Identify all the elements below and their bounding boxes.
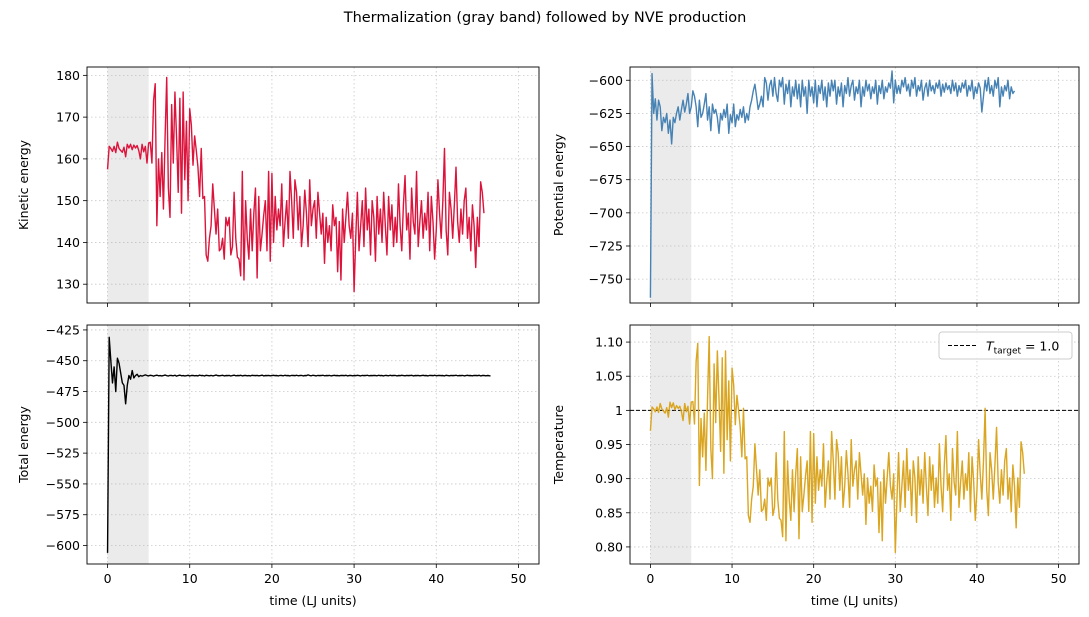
y-tick-label: −500: [46, 415, 80, 430]
x-axis-label: time (LJ units): [811, 593, 898, 608]
te-series-line: [106, 336, 491, 553]
kinetic-energy-panel: 130 140 150 160 170 180 Kinetic energy: [16, 66, 540, 307]
x-tick-label: 40: [969, 571, 985, 586]
y-tick-label: 1.10: [595, 335, 623, 350]
ke-series-line: [106, 76, 485, 293]
y-tick-label: 180: [56, 68, 80, 83]
y-tick-label: 0.80: [595, 539, 623, 554]
y-tick-label: −600: [46, 538, 80, 553]
thermalization-band: [107, 325, 149, 564]
x-tick-label: 20: [806, 571, 822, 586]
temperature-panel: 0 10 20 30 40 50 0.80 0.85 0.90 0.95 1 1.05 1.10 time…: [551, 324, 1080, 608]
y-tick-label: 130: [56, 277, 80, 292]
y-axis-label: Kinetic energy: [16, 139, 31, 230]
y-tick-label: −725: [589, 238, 623, 253]
x-tick-label: 10: [724, 571, 740, 586]
x-tick-label: 20: [264, 571, 280, 586]
y-tick-label: 1: [615, 403, 623, 418]
x-tick-label: 30: [887, 571, 903, 586]
y-tick-label: 1.05: [595, 369, 623, 384]
y-tick-label: 150: [56, 193, 80, 208]
legend: Ttarget = 1.0: [938, 331, 1073, 360]
x-tick-label: 50: [1051, 571, 1067, 586]
y-tick-label: −450: [46, 353, 80, 368]
total-energy-panel: 0 10 20 30 40 50 −600 −575 −550 −525 −500 −475 −450 −…: [16, 322, 540, 608]
y-tick-label: −600: [589, 73, 623, 88]
figure-suptitle: Thermalization (gray band) followed by N…: [343, 10, 747, 26]
y-axis-label: Total energy: [16, 406, 31, 484]
y-tick-label: −575: [46, 507, 80, 522]
y-tick-label: −625: [589, 106, 623, 121]
y-tick-label: −475: [46, 384, 80, 399]
y-tick-label: −675: [589, 172, 623, 187]
axes-frame: [86, 66, 540, 304]
x-axis-label: time (LJ units): [269, 593, 356, 608]
axes-frame: [629, 66, 1080, 304]
potential-energy-panel: −750 −725 −700 −675 −650 −625 −600 Potential en…: [551, 66, 1080, 307]
x-tick-label: 0: [104, 571, 112, 586]
thermalization-band: [107, 67, 149, 303]
y-tick-label: −550: [46, 476, 80, 491]
x-tick-label: 30: [346, 571, 362, 586]
temp-series-line: [649, 335, 1025, 554]
thermalization-band: [650, 67, 692, 303]
x-tick-label: 50: [511, 571, 527, 586]
pe-series-line: [649, 70, 1016, 298]
y-tick-label: 160: [56, 151, 80, 166]
y-tick-label: 170: [56, 110, 80, 125]
y-tick-label: −750: [589, 272, 623, 287]
x-tick-label: 10: [182, 571, 198, 586]
y-tick-label: −650: [589, 139, 623, 154]
axes-frame: [86, 324, 540, 565]
y-tick-label: −525: [46, 446, 80, 461]
y-tick-label: 0.95: [595, 437, 623, 452]
x-tick-label: 40: [428, 571, 444, 586]
y-tick-label: 0.85: [595, 505, 623, 520]
y-tick-label: −700: [589, 205, 623, 220]
y-tick-label: 0.90: [595, 471, 623, 486]
legend-box: [938, 331, 1073, 360]
legend-label: Ttarget = 1.0: [986, 339, 1059, 357]
x-tick-label: 0: [646, 571, 654, 586]
y-axis-label: Potential energy: [551, 133, 566, 236]
y-tick-label: −425: [46, 322, 80, 337]
y-tick-label: 140: [56, 235, 80, 250]
y-axis-label: Temperature: [551, 405, 566, 485]
